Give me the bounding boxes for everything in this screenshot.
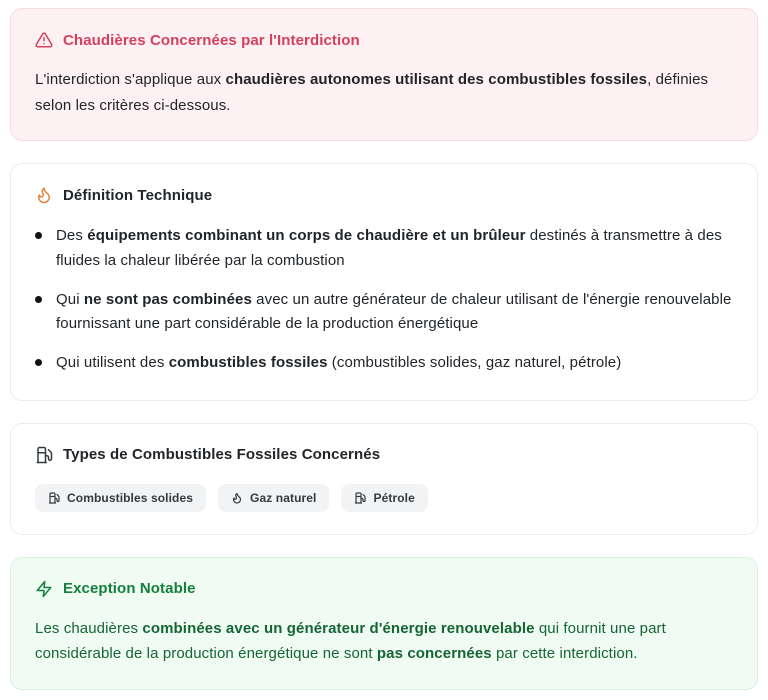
exception-card-title: Exception Notable	[63, 580, 196, 598]
fuel-pump-icon	[48, 492, 60, 504]
fuel-pump-icon	[36, 446, 53, 463]
warning-card-body: L'interdiction s'applique aux chaudières…	[35, 71, 709, 114]
bullet-text: Qui ne sont pas combinées avec un autre …	[56, 290, 732, 333]
bullet-text: Qui utilisent des combustibles fossiles …	[56, 354, 622, 371]
definition-bullet-list: Des équipements combinant un corps de ch…	[35, 224, 733, 376]
list-item: Qui utilisent des combustibles fossiles …	[35, 351, 733, 376]
chip-label: Combustibles solides	[67, 490, 194, 505]
warning-card-header: Chaudières Concernées par l'Interdiction	[35, 31, 733, 49]
definition-card: Définition Technique Des équipements com…	[10, 163, 758, 401]
list-item: Qui ne sont pas combinées avec un autre …	[35, 288, 733, 338]
warning-card-title: Chaudières Concernées par l'Interdiction	[63, 31, 360, 49]
list-item: Des équipements combinant un corps de ch…	[35, 224, 733, 274]
warning-card: Chaudières Concernées par l'Interdiction…	[10, 8, 758, 141]
chip-gaz-naturel: Gaz naturel	[218, 483, 330, 512]
bullet-text: Des équipements combinant un corps de ch…	[56, 227, 722, 269]
exception-card: Exception Notable Les chaudières combiné…	[10, 556, 758, 690]
fuel-types-card: Types de Combustibles Fossiles Concernés…	[10, 422, 758, 535]
alert-triangle-icon	[35, 32, 53, 48]
page: Chaudières Concernées par l'Interdiction…	[10, 8, 758, 690]
fuel-types-card-title: Types de Combustibles Fossiles Concernés	[63, 446, 381, 464]
flame-icon	[232, 492, 242, 504]
bullet-dot	[35, 232, 42, 239]
zap-icon	[36, 580, 52, 597]
chip-combustibles-solides: Combustibles solides	[35, 483, 207, 512]
definition-card-title: Définition Technique	[63, 186, 213, 204]
bullet-dot	[35, 295, 42, 303]
chip-label: Pétrole	[373, 490, 415, 505]
chip-petrole: Pétrole	[341, 483, 428, 512]
fuel-chip-row: Combustibles solides Gaz naturel Pétrole	[35, 483, 733, 512]
fuel-types-card-header: Types de Combustibles Fossiles Concernés	[35, 446, 733, 464]
flame-icon	[38, 187, 50, 204]
exception-card-header: Exception Notable	[35, 580, 733, 598]
definition-card-header: Définition Technique	[35, 186, 733, 204]
fuel-pump-icon	[355, 492, 367, 504]
exception-card-body: Les chaudières combinées avec un générat…	[35, 619, 666, 663]
bullet-dot	[35, 359, 42, 366]
chip-label: Gaz naturel	[250, 490, 317, 505]
